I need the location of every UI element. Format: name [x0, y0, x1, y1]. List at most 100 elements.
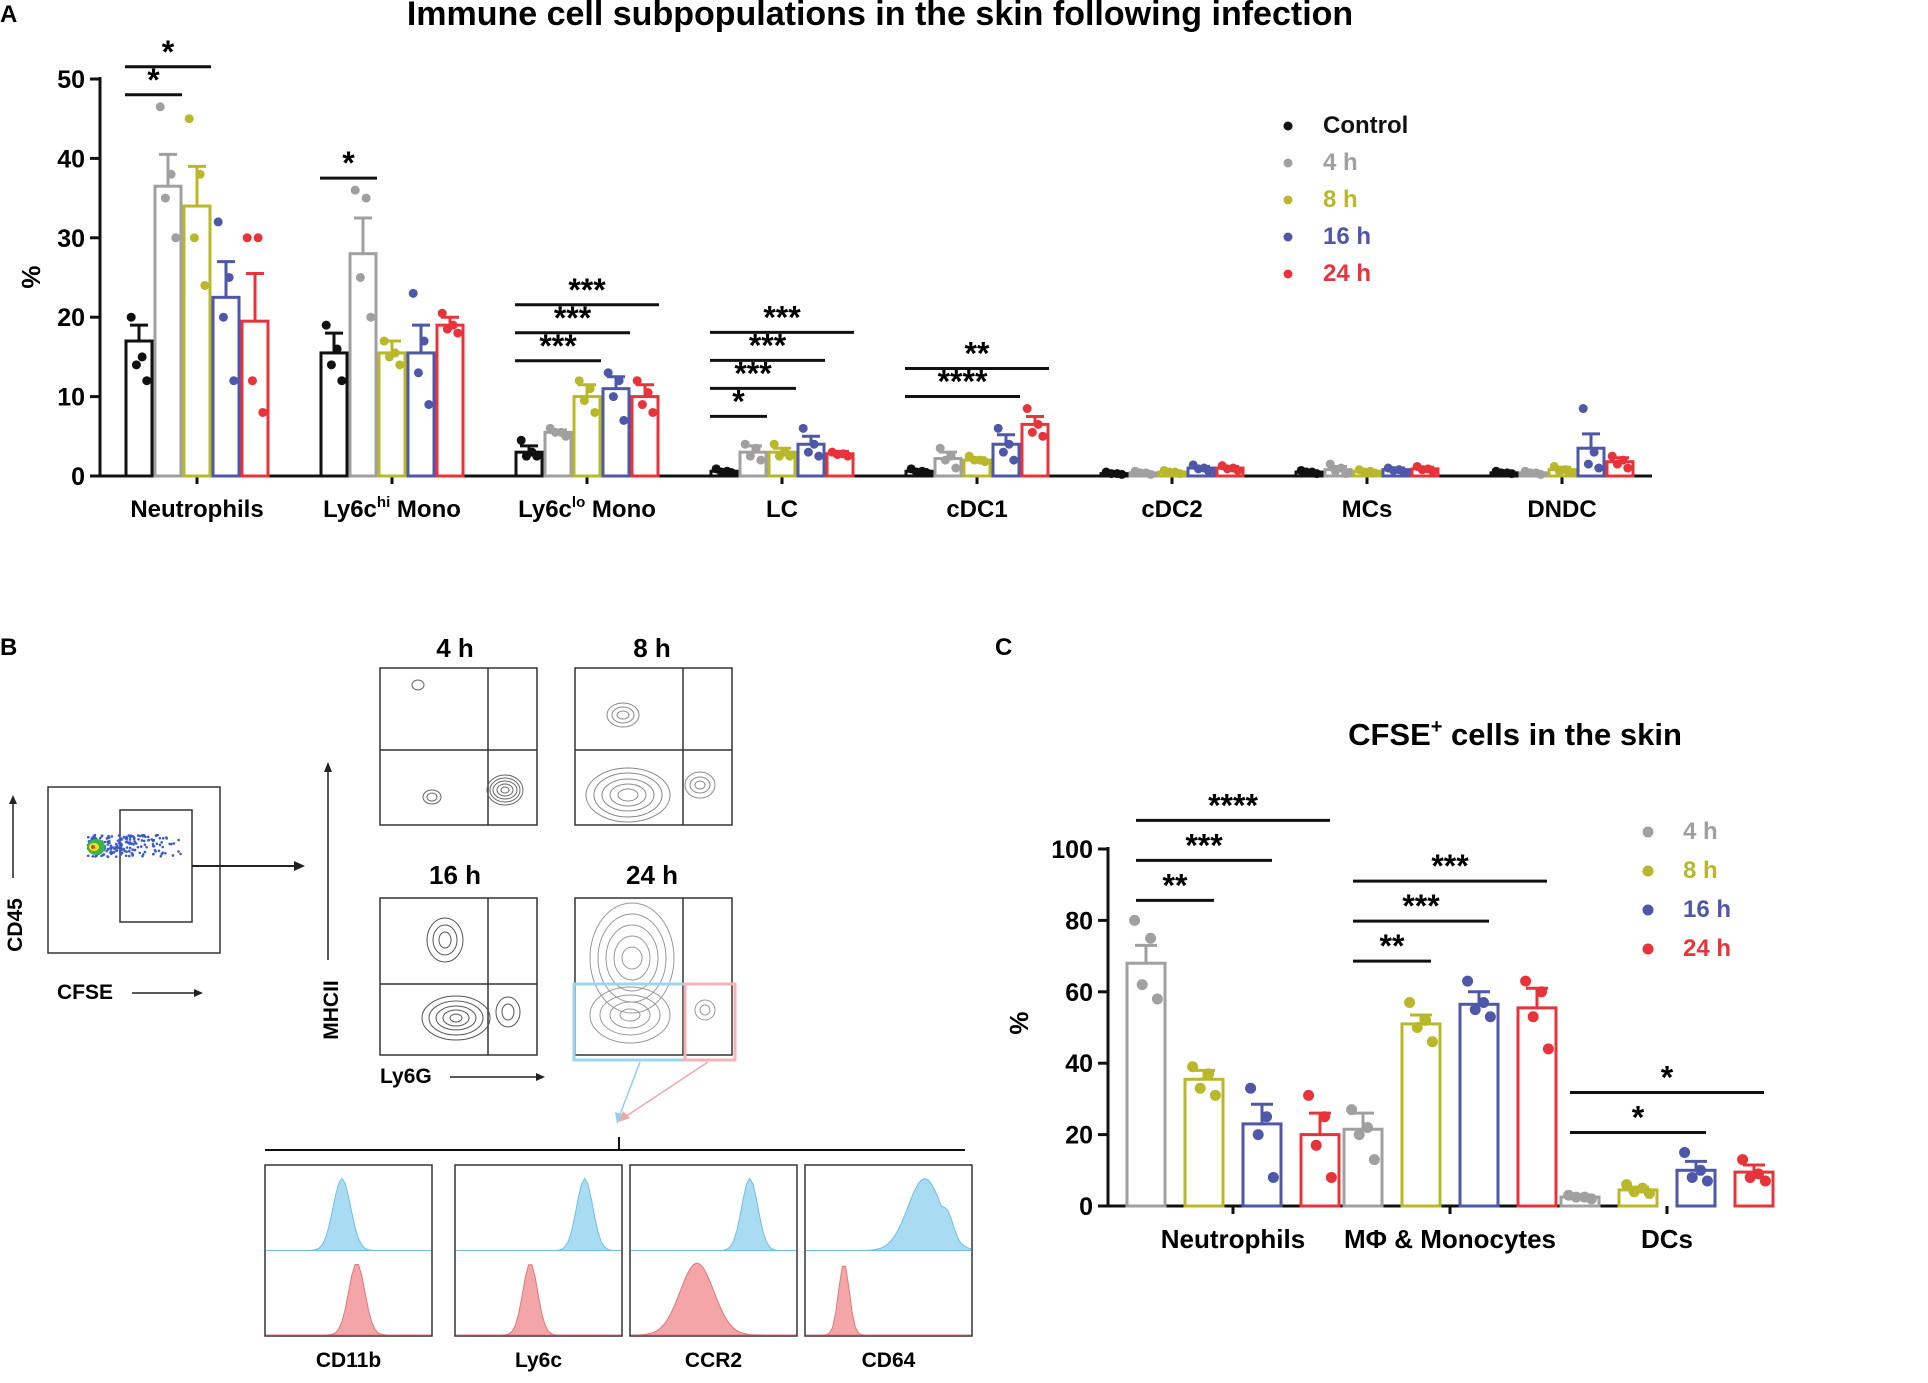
data-point [574, 376, 584, 386]
quadrant-plot-24h [572, 897, 737, 1062]
data-point [1325, 1171, 1337, 1183]
legend-marker [1642, 904, 1654, 916]
data-point [1426, 1036, 1438, 1048]
gate-plot-frame [47, 786, 221, 954]
scatter-dot [139, 845, 143, 848]
scatter-dot [138, 851, 142, 855]
data-point [1004, 439, 1014, 449]
bar [240, 319, 270, 478]
x-tick-label-name: DNDC [1527, 496, 1596, 523]
scatter-dot [128, 838, 132, 841]
histogram-panels: CD11b Ly6c CCR2 CD64 [264, 1164, 973, 1372]
scatter-dot [112, 851, 116, 854]
panel-a-ylabel: % [16, 265, 46, 288]
data-point [1027, 427, 1037, 437]
bar [435, 323, 465, 478]
x-tick-label-name: cDC1 [946, 496, 1007, 523]
data-point [160, 193, 170, 203]
x-tick-label-suffix: Mono [585, 496, 656, 523]
scatter-dot [110, 835, 114, 838]
x-tick-label-name: LC [766, 496, 798, 523]
scatter-dot [122, 835, 126, 839]
data-point [1578, 404, 1588, 414]
scatter-dot [145, 845, 148, 849]
bar [348, 252, 378, 478]
data-point [632, 376, 642, 386]
data-point [1222, 464, 1232, 474]
scatter-dot [123, 849, 126, 853]
histogram-curve-lower [456, 1264, 621, 1336]
data-point [1737, 1154, 1749, 1166]
scatter-dot [146, 835, 150, 839]
data-point [1346, 1104, 1358, 1116]
data-point [1417, 465, 1427, 475]
scatter-dot [86, 854, 90, 858]
x-tick-label-name: MCs [1342, 496, 1393, 523]
data-point [1496, 468, 1506, 478]
legend-marker [1642, 865, 1654, 877]
x-tick-label: DNDC [1527, 496, 1596, 523]
data-point [326, 360, 336, 370]
data-point [1621, 1179, 1633, 1191]
y-tick-label: 30 [57, 225, 85, 253]
data-point [1038, 431, 1048, 441]
data-point [213, 217, 223, 227]
data-point [940, 455, 950, 465]
data-point [756, 455, 766, 465]
scatter-dot [133, 840, 136, 843]
data-point [419, 336, 429, 346]
data-point [384, 352, 394, 362]
significance-label: ** [1380, 928, 1405, 964]
data-point [951, 463, 961, 473]
data-point [922, 468, 932, 478]
scatter-dot [177, 838, 180, 842]
bar [1400, 1022, 1442, 1208]
cfse-gate [119, 809, 193, 923]
pink-gate-arrow [624, 1061, 709, 1118]
significance-label: ** [965, 336, 990, 372]
x-tick-label-name: MΦ & Monocytes [1344, 1224, 1556, 1254]
panel-c-ylabel: % [1004, 1011, 1034, 1034]
x-tick-label: Neutrophils [1161, 1224, 1305, 1254]
data-point [1744, 1171, 1756, 1183]
data-point [350, 185, 360, 195]
data-point [1359, 467, 1369, 477]
data-point [395, 360, 405, 370]
data-point [614, 376, 624, 386]
scatter-dot [134, 842, 138, 845]
data-point [1404, 997, 1416, 1009]
scatter-dot [165, 836, 168, 839]
scatter-dot [117, 842, 121, 845]
significance-label: **** [1208, 787, 1258, 823]
legend-marker [1283, 158, 1293, 168]
histogram-label: Ly6c [515, 1349, 562, 1372]
scatter-dot [153, 848, 157, 852]
x-tick-label-name: Ly6c [518, 496, 572, 523]
scatter-dot [127, 849, 131, 853]
data-point [1484, 1011, 1496, 1023]
data-point [579, 396, 589, 406]
scatter-dot [109, 848, 113, 851]
bar [211, 295, 241, 478]
scatter-dot [168, 842, 172, 846]
scatter-dot [106, 843, 109, 846]
data-point [1310, 1139, 1322, 1151]
histogram-label: CCR2 [685, 1349, 742, 1372]
data-point [1585, 1193, 1597, 1205]
panel-c-title: CFSE+ cells in the skin [1348, 716, 1682, 752]
legend-label: 8 h [1683, 857, 1718, 884]
data-point [1203, 1068, 1215, 1080]
significance-label: *** [1402, 888, 1440, 924]
scatter-dot [125, 846, 129, 849]
legend-marker [1642, 826, 1654, 838]
x-tick-label: Ly6clo Mono [518, 494, 656, 523]
scatter-dot [159, 854, 163, 858]
data-point [1362, 1121, 1374, 1133]
legend-marker [1642, 943, 1654, 955]
data-point [1301, 467, 1311, 477]
data-point [716, 467, 726, 477]
histogram-curve-lower [266, 1264, 431, 1336]
data-point [727, 468, 737, 478]
data-point [1252, 1129, 1264, 1141]
scatter-dot [152, 839, 155, 842]
